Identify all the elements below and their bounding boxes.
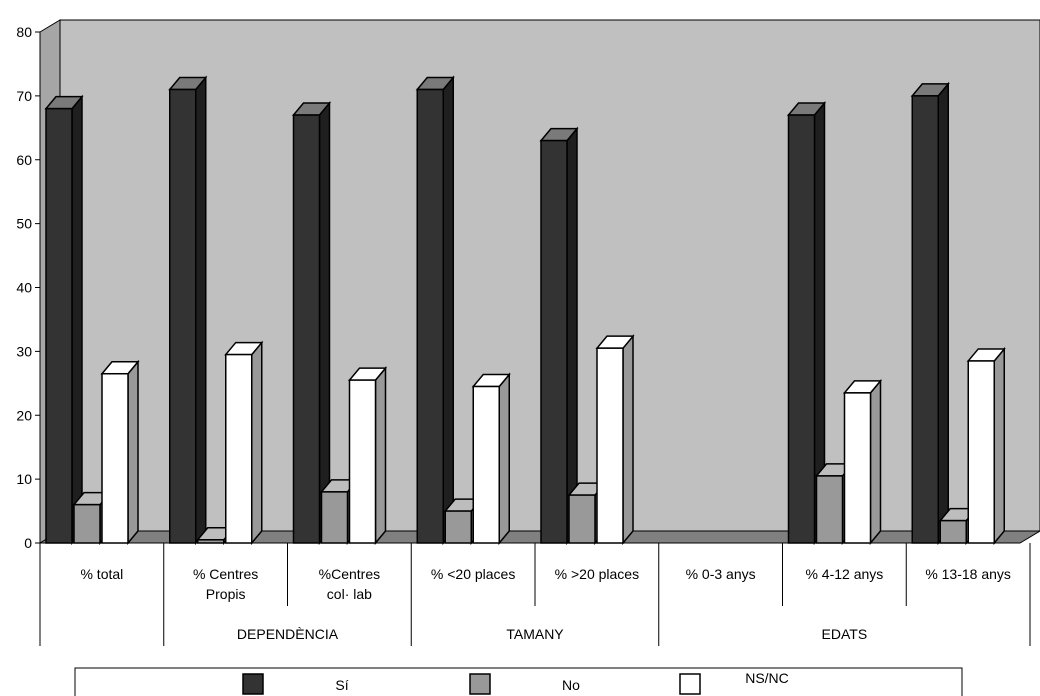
bar-side: [71, 94, 83, 546]
x-tick-label: % 4-12 anys: [805, 566, 883, 582]
x-tick-label: % <20 places: [431, 566, 515, 582]
bar-front: [787, 114, 816, 544]
legend-item: Sí: [242, 673, 349, 695]
bar-side: [127, 359, 139, 546]
bar-side: [622, 334, 634, 546]
x-tick-label: % >20 places: [555, 566, 639, 582]
legend: Sí No NS/NC: [74, 667, 963, 696]
bar-si: [539, 126, 579, 546]
x-tick-label: col· lab: [327, 586, 372, 602]
group-label: EDATS: [822, 626, 868, 642]
bar-front: [73, 503, 101, 544]
bar-nsnc: [100, 359, 140, 546]
bar-side: [869, 378, 882, 546]
legend-swatch: [242, 673, 264, 695]
bars: [44, 75, 1006, 546]
bar-side: [498, 372, 510, 546]
bar-side: [442, 75, 454, 546]
bar-side: [195, 75, 207, 546]
bar-front: [815, 475, 844, 544]
bar-front: [540, 139, 568, 544]
bar-front: [348, 379, 377, 544]
bar-front: [197, 539, 225, 544]
legend-swatch: [679, 673, 701, 695]
bar-front: [320, 491, 349, 544]
bar-nsnc: [471, 372, 511, 546]
bar-front: [911, 95, 939, 544]
legend-label: Sí: [335, 677, 348, 693]
legend-swatch: [469, 673, 491, 695]
bar-front: [568, 494, 596, 544]
x-tick-label: % total: [80, 566, 123, 582]
bar-front: [45, 107, 73, 544]
y-tick-label: 50: [16, 216, 32, 232]
bar-front: [225, 353, 253, 544]
bar-front: [444, 510, 472, 544]
category-table: % total % Centres Propis %Centres col· lab % …: [39, 543, 1031, 646]
x-tick-label: Propis: [206, 586, 246, 602]
bar-front: [967, 360, 995, 544]
bar-nsnc: [347, 366, 388, 546]
bar-nsnc: [224, 340, 264, 546]
bar-nsnc: [842, 378, 883, 546]
y-tick-label: 0: [24, 535, 32, 551]
x-tick-label: % 0-3 anys: [686, 566, 756, 582]
y-tick-label: 70: [16, 88, 32, 104]
legend-item: NS/NC: [679, 670, 789, 695]
y-tick-label: 20: [16, 407, 32, 423]
bar-si: [168, 75, 208, 546]
bar-si: [291, 100, 332, 546]
group-label: DEPENDÈNCIA: [237, 626, 339, 642]
bar-nsnc: [595, 334, 635, 546]
bar-front: [292, 114, 321, 544]
legend-label: No: [562, 677, 580, 693]
y-tick-label: 10: [16, 471, 32, 487]
group-label: TAMANY: [506, 626, 564, 642]
x-tick-label: % 13-18 anys: [925, 566, 1011, 582]
y-tick-label: 60: [16, 152, 32, 168]
bar-si: [786, 100, 827, 546]
y-axis: 0 10 20 30 40 50 60 70 80: [16, 24, 41, 551]
x-tick-label: %Centres: [319, 566, 380, 582]
y-tick-label: 40: [16, 280, 32, 296]
bar-nsnc: [966, 346, 1006, 546]
bar-front: [416, 88, 444, 544]
legend-label: NS/NC: [745, 670, 789, 686]
y-tick-label: 80: [16, 24, 32, 40]
bar-front: [472, 385, 500, 544]
x-tick-label: % Centres: [193, 566, 258, 582]
y-tick-label: 30: [16, 343, 32, 359]
bar-si: [44, 94, 84, 546]
bar-side: [318, 100, 331, 546]
bar-front: [169, 88, 197, 544]
bar-side: [374, 366, 387, 546]
bar-front: [843, 392, 872, 544]
bar-front: [101, 372, 129, 544]
bar-side: [566, 126, 578, 546]
bar-side: [937, 81, 949, 546]
bar-si: [415, 75, 455, 546]
legend-box: [74, 667, 963, 696]
bar-side: [993, 346, 1005, 546]
bar-si: [910, 81, 950, 546]
bar-front: [939, 519, 967, 544]
bar-side: [251, 340, 263, 546]
bar-front: [596, 347, 624, 544]
legend-item: No: [469, 673, 580, 695]
